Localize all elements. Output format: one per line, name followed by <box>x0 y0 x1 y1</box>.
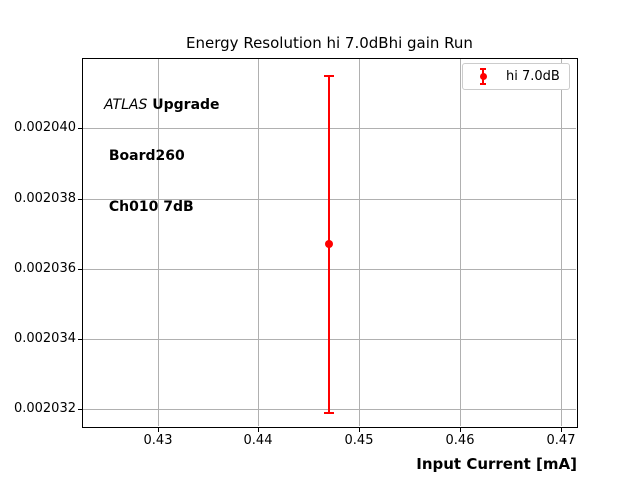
errorbar-legend-cap-top <box>480 68 486 70</box>
x-gridline <box>561 59 562 426</box>
x-tick <box>359 428 360 432</box>
plot-area <box>82 58 578 428</box>
plot-annotation: ATLAS Upgrade Board260 Ch010 7dB <box>104 63 220 250</box>
annotation-experiment: ATLAS <box>104 97 148 113</box>
x-gridline <box>460 59 461 426</box>
y-tick <box>78 339 82 340</box>
data-point-marker <box>325 240 333 248</box>
y-tick-label: 0.002034 <box>13 331 76 346</box>
errorbar-legend-dot <box>479 73 487 80</box>
x-tick <box>561 428 562 432</box>
y-tick <box>78 409 82 410</box>
x-tick-label: 0.46 <box>445 433 475 448</box>
x-gridline <box>359 59 360 426</box>
legend-label: hi 7.0dB <box>506 69 560 84</box>
y-tick <box>78 128 82 129</box>
x-tick-label: 0.45 <box>344 433 374 448</box>
legend: hi 7.0dB <box>462 63 570 90</box>
x-tick-label: 0.44 <box>243 433 273 448</box>
x-tick <box>460 428 461 432</box>
error-bar-cap-top <box>324 75 334 77</box>
y-tick <box>78 199 82 200</box>
chart-title: Energy Resolution hi 7.0dBhi gain Run <box>186 34 473 52</box>
x-gridline <box>158 59 159 426</box>
x-tick-label: 0.47 <box>546 433 576 448</box>
y-tick-label: 0.002038 <box>13 191 76 206</box>
errorbar-legend-icon <box>463 63 503 90</box>
annotation-line-1: ATLAS Upgrade <box>104 97 220 114</box>
errorbar-legend-cap-bottom <box>480 83 486 85</box>
annotation-upgrade: Upgrade <box>147 97 220 113</box>
y-tick-label: 0.002036 <box>13 261 76 276</box>
annotation-channel: Ch010 7dB <box>104 199 194 215</box>
x-axis-label: Input Current [mA] <box>416 455 577 473</box>
y-tick-label: 0.002032 <box>13 401 76 416</box>
x-gridline <box>258 59 259 426</box>
x-tick <box>258 428 259 432</box>
y-tick-label: 0.002040 <box>13 120 76 135</box>
annotation-board: Board260 <box>104 148 185 164</box>
x-tick-label: 0.43 <box>143 433 173 448</box>
error-bar-cap-bottom <box>324 412 334 414</box>
y-tick <box>78 269 82 270</box>
x-tick <box>158 428 159 432</box>
